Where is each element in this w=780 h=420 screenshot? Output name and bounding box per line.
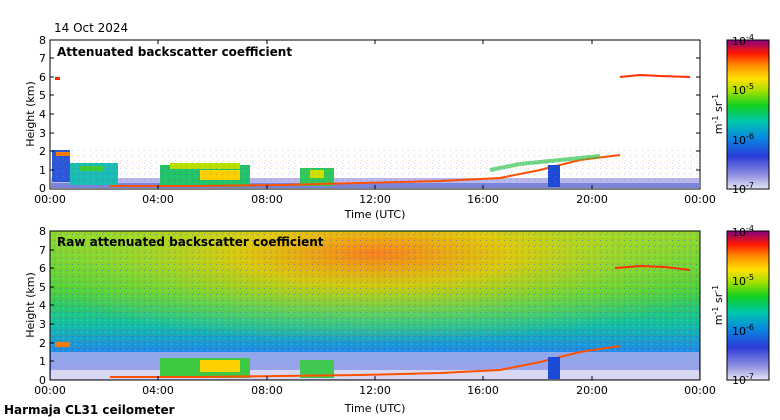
xtick-label: 20:00 [576,384,608,397]
ytick-label: 3 [39,318,46,331]
raw-late-morning-cloud [300,360,334,378]
xtick-label: 16:00 [467,384,499,397]
colorbar-1: 10-4 10-5 10-6 10-7 m-1 sr-1 [711,33,770,196]
raw-early-cloud [55,342,70,347]
panel-2-yticks: 0 1 2 3 4 5 6 7 8 [39,225,46,387]
raw-midmorning-core [200,360,240,372]
colorbar-tick: 10-7 [732,372,754,387]
xtick-label: 08:00 [251,384,283,397]
xtick-label: 00:00 [684,193,716,206]
xtick-label: 00:00 [684,384,716,397]
ytick-label: 6 [39,262,46,275]
panel-raw: Raw attenuated backscatter coefficient H… [24,224,770,415]
colorbar-tick: 10-4 [732,33,754,48]
colorbar-tick: 10-6 [732,323,754,338]
panel-1-yticks: 0 1 2 3 4 5 6 7 8 [39,34,46,195]
xtick-label: 04:00 [142,193,174,206]
panel-1-title: Attenuated backscatter coefficient [57,45,292,59]
xtick-label: 12:00 [359,384,391,397]
ytick-label: 7 [39,244,46,257]
raw-elevated-cloud-layer [614,264,691,271]
ytick-label: 8 [39,34,46,47]
ytick-label: 3 [39,127,46,140]
xtick-label: 08:00 [251,193,283,206]
date-label: 14 Oct 2024 [54,21,128,35]
panel-2-xlabel: Time (UTC) [344,402,406,415]
colorbar-2: 10-4 10-5 10-6 10-7 m-1 sr-1 [711,224,770,387]
colorbar-tick: 10-7 [732,181,754,196]
colorbar-2-ramp [726,230,770,381]
colorbar-1-units: m-1 sr-1 [711,94,725,134]
xtick-label: 12:00 [359,193,391,206]
panel-1-xticks: 00:00 04:00 08:00 12:00 16:00 20:00 00:0… [34,193,716,206]
ytick-label: 1 [39,355,46,368]
ytick-label: 2 [39,337,46,350]
colorbar-tick: 10-5 [732,273,754,288]
xtick-label: 00:00 [34,193,66,206]
ytick-label: 2 [39,145,46,158]
panel-2-tickmarks [50,249,593,380]
ytick-label: 0 [39,374,46,387]
colorbar-1-ramp [726,39,770,190]
colorbar-tick: 10-6 [732,132,754,147]
heatmap-layer-2 [51,232,699,379]
xtick-label: 04:00 [142,384,174,397]
elevated-cloud-layer [619,73,691,78]
ytick-label: 7 [39,52,46,65]
ytick-label: 0 [39,182,46,195]
ytick-label: 8 [39,225,46,238]
ytick-label: 5 [39,281,46,294]
heatmap-layer-1 [51,73,699,188]
ytick-label: 4 [39,299,46,312]
speckle-overlay-1 [51,150,699,188]
panel-2-title: Raw attenuated backscatter coefficient [57,235,324,249]
panel-1-ylabel: Height (km) [24,81,37,147]
panel-1-tickmarks [50,40,700,189]
ytick-label: 1 [39,164,46,177]
panel-2-xticks: 00:00 04:00 08:00 12:00 16:00 20:00 00:0… [34,384,716,397]
ytick-label: 4 [39,108,46,121]
xtick-label: 20:00 [576,193,608,206]
colorbar-2-units: m-1 sr-1 [711,285,725,325]
panel-2-ylabel: Height (km) [24,272,37,338]
panel-1-xlabel: Time (UTC) [344,208,406,221]
ytick-label: 6 [39,71,46,84]
xtick-label: 00:00 [34,384,66,397]
ytick-label: 5 [39,89,46,102]
raw-fall-streak [548,357,560,379]
station-label: Harmaja CL31 ceilometer [4,403,175,417]
raw-low-cloud-layer [110,345,621,378]
colorbar-tick: 10-4 [732,224,754,239]
panel-attenuated: Attenuated backscatter coefficient Heigh… [24,33,770,221]
early-elevated-echo [55,77,60,80]
colorbar-tick: 10-5 [732,82,754,97]
xtick-label: 16:00 [467,193,499,206]
